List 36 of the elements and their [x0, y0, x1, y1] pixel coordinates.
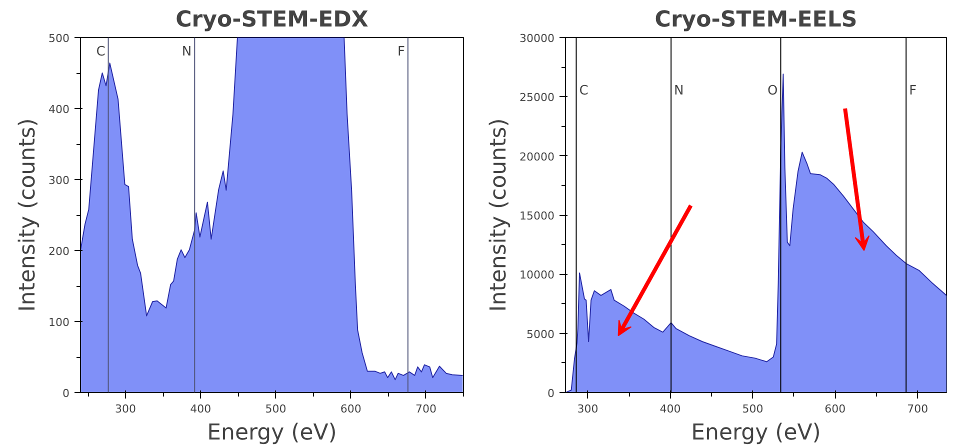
- y-tick-label: 0: [548, 387, 554, 400]
- x-tick-label: 300: [577, 402, 598, 416]
- ref-line-label: C: [96, 44, 106, 60]
- ref-line-label: O: [768, 84, 778, 99]
- x-tick-label: 600: [824, 402, 846, 416]
- y-axis-title: Intensity (counts): [16, 118, 41, 312]
- y-tick-label: 30000: [520, 32, 555, 45]
- x-tick-label: 500: [742, 402, 764, 416]
- x-tick-label: 300: [115, 402, 136, 416]
- x-axis-title: Energy (eV): [691, 420, 821, 446]
- y-tick-label: 0: [62, 387, 70, 400]
- x-tick-label: 700: [907, 402, 928, 416]
- y-tick-label: 15000: [520, 210, 555, 222]
- x-tick-label: 500: [265, 402, 286, 416]
- x-tick-label: 700: [415, 402, 436, 416]
- y-tick-label: 300: [48, 174, 70, 187]
- x-axis-title: Energy (eV): [207, 420, 337, 446]
- chart-title: Cryo-STEM-EDX: [176, 8, 368, 32]
- y-tick-label: 25000: [520, 91, 555, 104]
- y-tick-label: 100: [48, 316, 70, 329]
- y-tick-label: 10000: [520, 268, 555, 282]
- ref-line-label: N: [182, 44, 192, 60]
- chart-title: Cryo-STEM-EELS: [654, 8, 858, 32]
- y-tick-label: 5000: [526, 328, 555, 341]
- x-tick-label: 400: [190, 402, 212, 416]
- y-tick-label: 500: [48, 32, 70, 45]
- ref-line-label: F: [397, 44, 405, 60]
- ref-line-label: N: [674, 84, 684, 99]
- x-tick-label: 600: [340, 402, 362, 416]
- y-tick-label: 20000: [520, 150, 555, 164]
- ref-line-label: F: [909, 84, 917, 99]
- y-tick-label: 200: [48, 245, 70, 258]
- ref-line-label: C: [579, 84, 588, 99]
- x-tick-label: 400: [660, 402, 681, 416]
- y-tick-label: 400: [48, 103, 70, 116]
- y-axis-title: Intensity (counts): [486, 118, 512, 312]
